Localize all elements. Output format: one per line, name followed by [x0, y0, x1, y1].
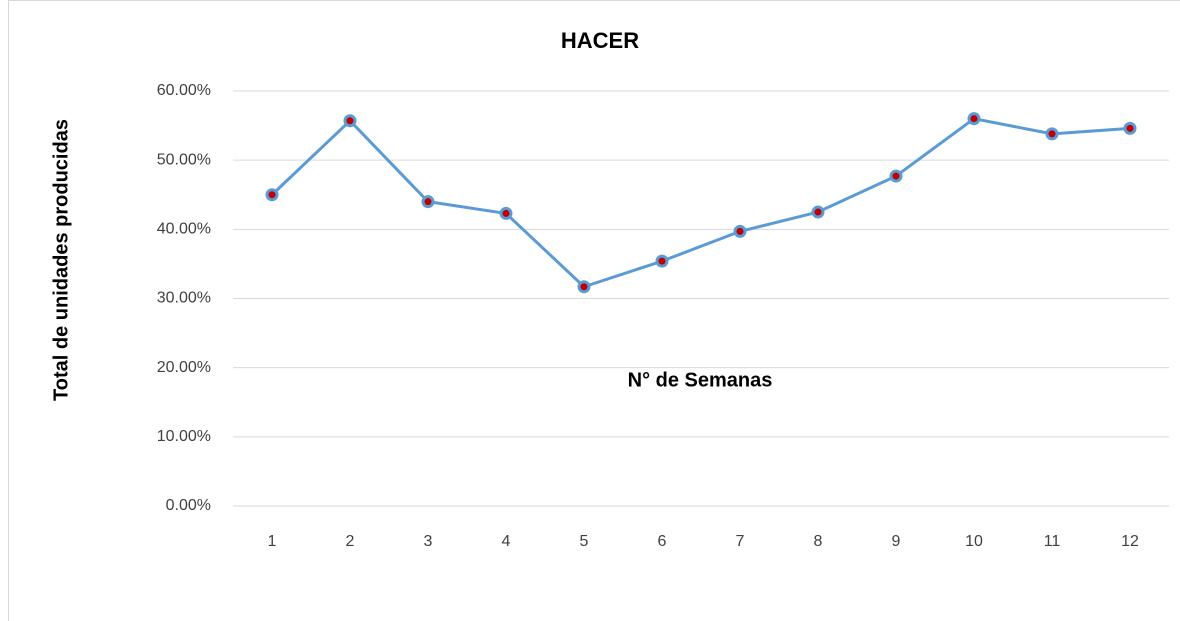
marker-center — [970, 115, 978, 123]
y-tick-label: 60.00% — [157, 82, 211, 99]
marker-center — [892, 172, 900, 180]
marker-center — [424, 198, 432, 206]
marker-center — [580, 283, 588, 291]
marker-center — [1126, 124, 1134, 132]
y-tick-label: 40.00% — [157, 221, 211, 238]
marker-center — [814, 208, 822, 216]
marker-center — [1048, 130, 1056, 138]
marker-center — [736, 227, 744, 235]
marker-center — [268, 191, 276, 199]
y-tick-label: 10.00% — [157, 428, 211, 445]
line — [270, 117, 1131, 289]
x-tick-label: 9 — [892, 533, 901, 550]
y-tick-label: 20.00% — [157, 359, 211, 376]
x-axis-label: N° de Semanas — [628, 369, 773, 391]
y-tick-label: 50.00% — [157, 151, 211, 168]
y-axis-label: Total de unidades producidas — [50, 119, 72, 401]
marker-center — [346, 117, 354, 125]
x-tick-label: 4 — [502, 533, 511, 550]
x-tick-label: 8 — [814, 533, 823, 550]
marker-center — [502, 209, 510, 217]
y-tick-label: 30.00% — [157, 290, 211, 307]
x-tick-label: 6 — [658, 533, 667, 550]
y-tick-label: 0.00% — [166, 497, 211, 514]
x-tick-label: 1 — [268, 533, 277, 550]
marker-center — [658, 257, 666, 265]
x-tick-label: 12 — [1121, 533, 1139, 550]
x-tick-label: 10 — [965, 533, 983, 550]
x-tick-label: 7 — [736, 533, 745, 550]
chart-title: HACER — [561, 28, 639, 53]
x-tick-label: 5 — [580, 533, 589, 550]
x-tick-label: 2 — [346, 533, 355, 550]
x-tick-label: 11 — [1044, 533, 1061, 550]
x-tick-label: 3 — [424, 533, 433, 550]
